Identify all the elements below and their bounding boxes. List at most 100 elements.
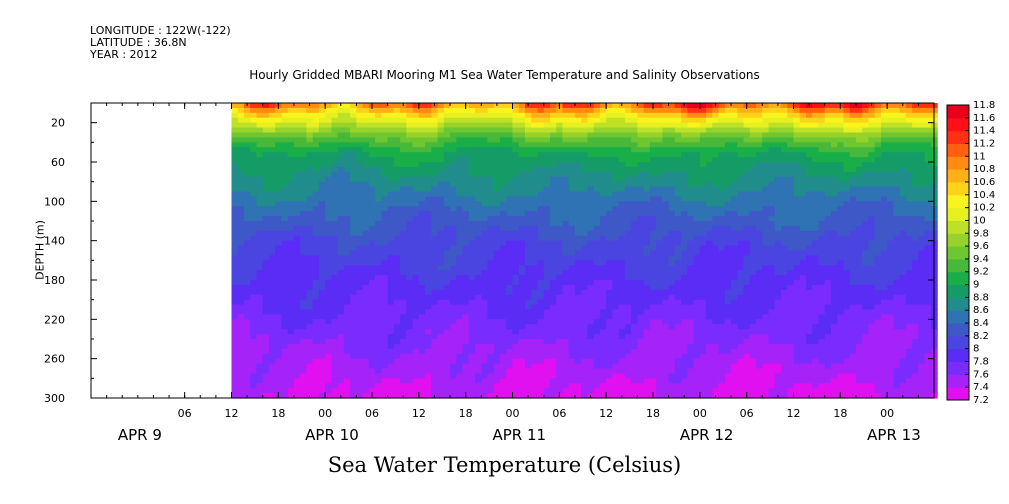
contour-cell [468,393,476,399]
contour-cell [731,358,738,365]
contour-cell [243,157,251,163]
contour-cell [487,162,495,168]
contour-cell [250,240,258,247]
contour-cell [543,196,551,202]
contour-cell [599,275,607,281]
contour-cell [562,166,570,173]
contour-cell [337,353,345,360]
contour-cell [699,132,707,139]
contour-cell [724,393,732,399]
contour-cell [693,260,701,266]
contour-cell [318,260,326,266]
contour-cell [312,373,320,379]
contour-cell [556,284,564,291]
contour-cell [662,368,670,375]
contour-cell [687,196,695,202]
contour-cell [437,304,445,311]
contour-cell [318,309,326,316]
contour-cell [287,289,295,296]
contour-cell [556,339,564,345]
contour-cell [343,112,351,119]
contour-cell [674,107,682,114]
contour-cell [699,117,707,124]
contour-cell [275,334,283,340]
contour-cell [231,353,239,360]
contour-cell [500,206,507,212]
contour-cell [549,186,557,193]
contour-cell [250,221,258,227]
contour-cell [231,348,239,355]
contour-cell [462,137,470,143]
contour-cell [337,314,345,320]
contour-cell [268,289,276,296]
contour-cell [306,378,314,384]
contour-cell [262,270,270,276]
contour-cell [337,373,345,379]
contour-cell [699,196,707,202]
contour-cell [512,122,520,129]
contour-cell [418,280,426,286]
contour-cell [306,152,314,158]
contour-cell [549,255,557,261]
contour-cell [393,206,401,212]
contour-cell [593,221,601,227]
contour-cell [343,363,351,370]
contour-cell [574,147,582,153]
contour-cell [281,339,289,345]
contour-cell [612,329,620,335]
contour-cell [350,235,357,242]
contour-cell [375,314,382,320]
contour-cell [531,304,539,311]
contour-cell [593,334,601,340]
contour-cell [356,201,364,207]
contour-cell [443,122,451,129]
contour-cell [368,299,376,306]
contour-cell [518,339,526,345]
contour-cell [493,107,501,114]
contour-cell [306,309,314,316]
contour-cell [368,334,376,340]
contour-cell [487,221,495,227]
contour-cell [362,132,370,139]
contour-cell [487,348,495,355]
contour-cell [556,245,564,252]
contour-cell [368,275,376,281]
contour-cell [749,127,757,134]
contour-cell [587,270,595,276]
contour-cell [468,157,476,163]
contour-cell [724,294,732,301]
contour-cell [231,176,239,183]
contour-cell [562,176,570,183]
contour-cell [475,280,482,286]
contour-cell [343,127,351,134]
contour-cell [356,147,364,153]
contour-cell [593,216,601,222]
contour-cell [375,309,382,316]
contour-cell [400,245,407,252]
contour-cell [637,181,645,188]
contour-cell [537,373,545,379]
contour-cell [737,255,745,261]
contour-cell [731,324,738,330]
contour-cell [624,373,632,379]
contour-cell [343,353,351,360]
contour-cell [231,275,239,281]
contour-cell [350,176,357,183]
contour-cell [262,230,270,237]
contour-cell [450,343,457,350]
contour-cell [643,309,651,316]
contour-cell [599,171,607,178]
contour-cell [574,107,582,114]
contour-cell [724,358,732,365]
longitude-label: LONGITUDE : 122W(-122) [90,24,231,37]
contour-cell [231,339,239,345]
contour-cell [681,225,688,232]
contour-cell [737,230,745,237]
contour-cell [587,304,595,311]
contour-cell [556,314,564,320]
contour-cell [250,270,258,276]
contour-cell [300,157,308,163]
contour-cell [300,107,308,114]
contour-cell [337,142,345,148]
contour-cell [400,270,407,276]
